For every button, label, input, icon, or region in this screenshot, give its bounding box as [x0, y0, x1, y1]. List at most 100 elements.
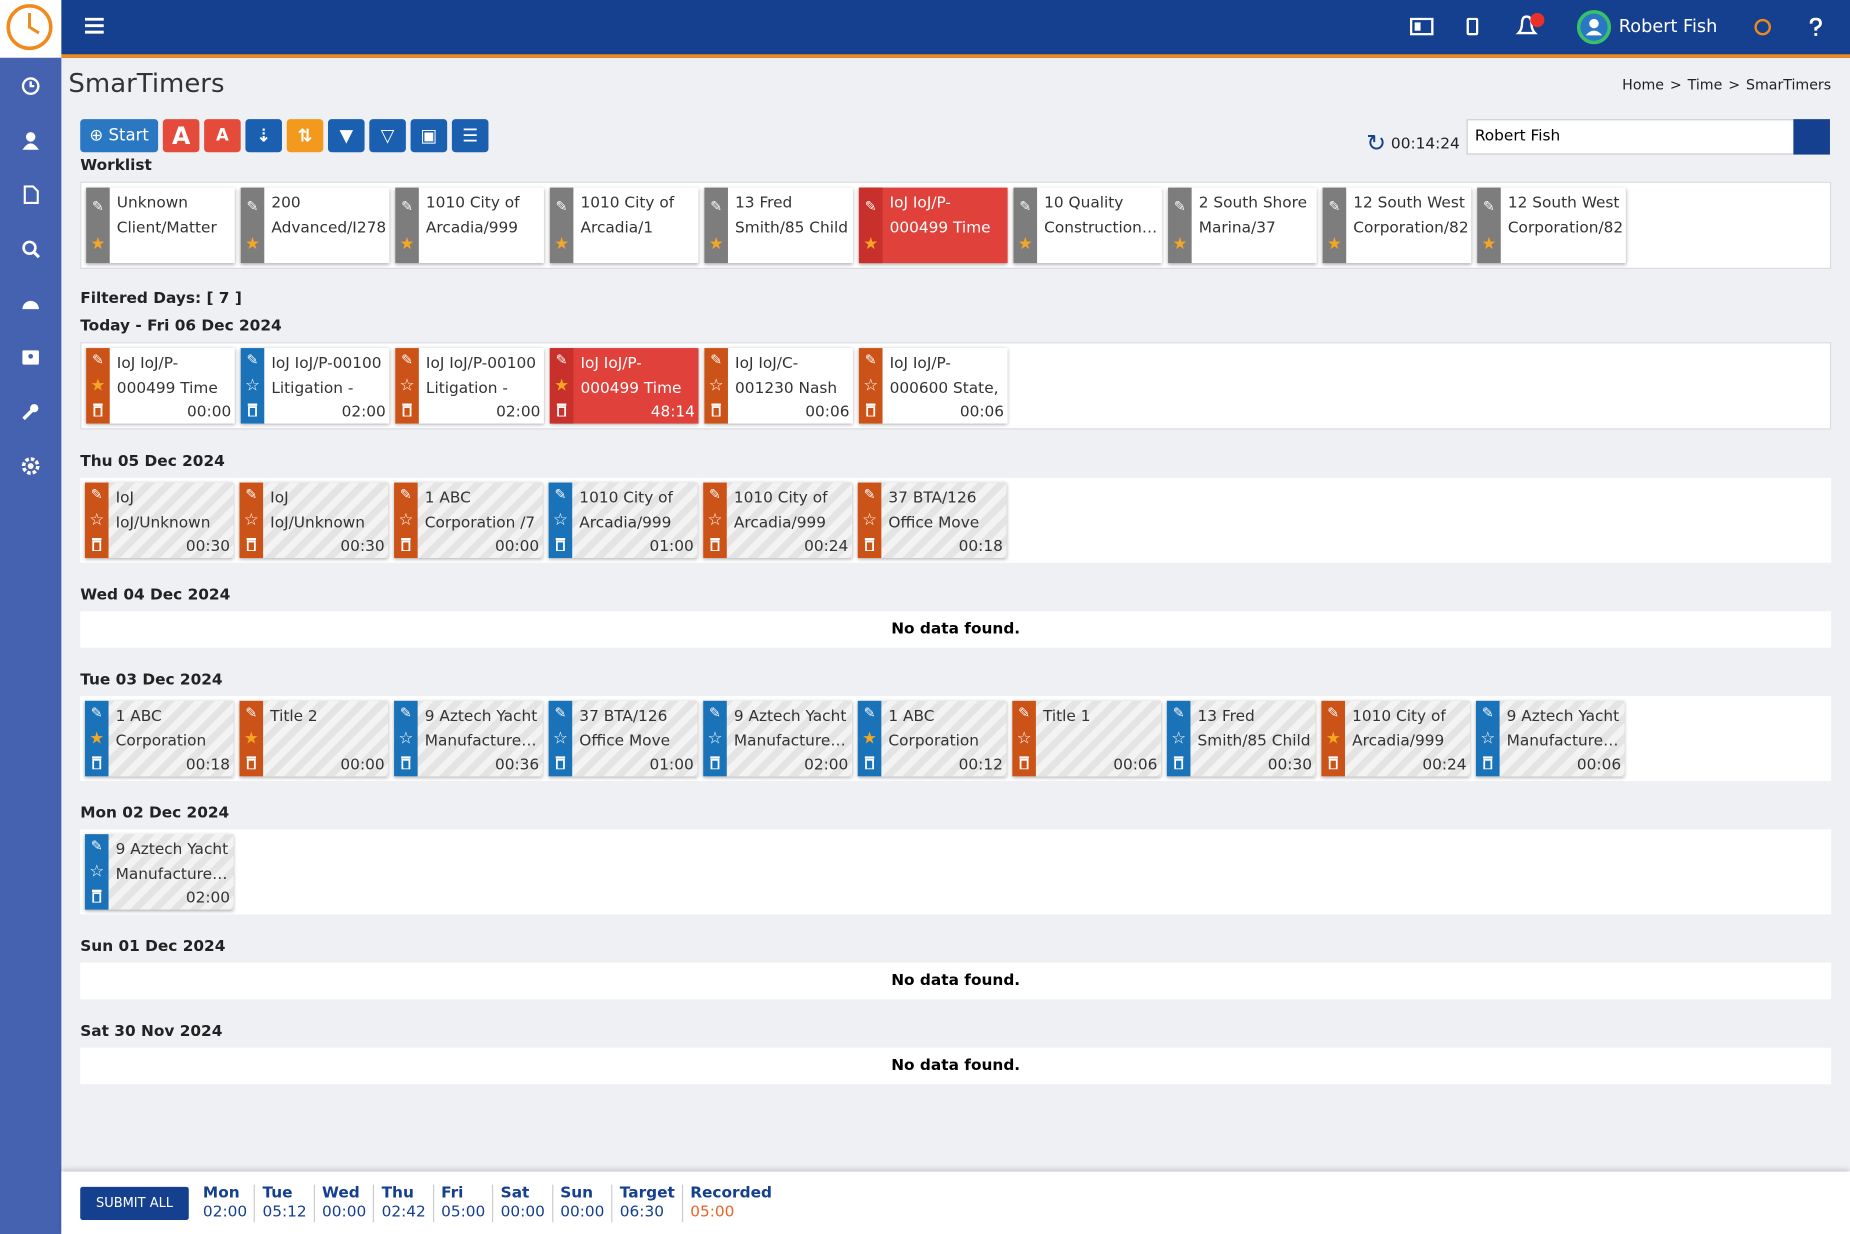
edit-icon[interactable]: ✎	[1328, 197, 1341, 215]
edit-icon[interactable]: ✎	[1481, 704, 1494, 722]
star-icon[interactable]: ☆	[1016, 729, 1032, 749]
delete-icon[interactable]	[864, 537, 876, 555]
briefcase-button[interactable]: ▣	[410, 119, 448, 153]
timer-card[interactable]: ✎ ★ 1010 City of Arcadia/1	[549, 187, 699, 264]
timer-card[interactable]: ✎ ☆ 1010 City of Arcadia/999 01:00	[548, 482, 698, 559]
delete-icon[interactable]	[555, 755, 567, 773]
timer-card[interactable]: ✎ ☆ IoJ IoJ/Unknown 00:30	[239, 482, 389, 559]
star-icon[interactable]: ☆	[707, 510, 723, 530]
delete-icon[interactable]	[245, 755, 257, 773]
delete-icon[interactable]	[556, 403, 568, 420]
nav-contacts[interactable]	[21, 348, 40, 367]
font-up-button[interactable]: A	[162, 119, 200, 153]
timer-card[interactable]: ✎ ☆ 1 ABC Corporation /7 00:00	[394, 482, 543, 559]
nav-settings[interactable]	[21, 457, 40, 476]
delete-icon[interactable]	[245, 537, 257, 555]
star-icon[interactable]: ★	[863, 234, 879, 254]
star-icon[interactable]: ★	[1326, 234, 1342, 254]
edit-icon[interactable]: ✎	[1172, 704, 1185, 722]
timer-card[interactable]: ✎ ★ IoJ IoJ/P-000499 Time	[858, 187, 1008, 264]
edit-icon[interactable]: ✎	[246, 197, 259, 215]
timer-card[interactable]: ✎ ☆ 1010 City of Arcadia/999 00:24	[703, 482, 852, 559]
star-icon[interactable]: ★	[90, 376, 106, 396]
timer-card[interactable]: ✎ ★ 12 South West Corporation/82	[1322, 187, 1472, 264]
star-icon[interactable]: ☆	[863, 376, 879, 396]
timer-card[interactable]: ✎ ☆ IoJ IoJ/Unknown 00:30	[84, 482, 234, 559]
list-button[interactable]: ☰	[451, 119, 489, 153]
star-icon[interactable]: ★	[243, 729, 259, 749]
timer-card[interactable]: ✎ ★ IoJ IoJ/P-000499 Time 00:00	[86, 348, 235, 424]
timer-card[interactable]: ✎ ★ 200 Advanced/I278	[240, 187, 390, 264]
edit-icon[interactable]: ✎	[1018, 704, 1031, 722]
star-icon[interactable]: ★	[90, 234, 106, 254]
clear-filter-button[interactable]: ▽	[369, 119, 406, 153]
edit-icon[interactable]: ✎	[90, 838, 103, 855]
help-icon[interactable]	[1809, 17, 1823, 37]
star-icon[interactable]: ☆	[89, 862, 105, 882]
edit-icon[interactable]: ✎	[245, 486, 258, 504]
nav-user[interactable]	[21, 131, 40, 150]
delete-icon[interactable]	[710, 403, 722, 420]
delete-icon[interactable]	[555, 537, 567, 555]
star-icon[interactable]: ★	[862, 729, 877, 749]
edit-icon[interactable]: ✎	[399, 486, 412, 504]
star-icon[interactable]: ☆	[1171, 729, 1187, 749]
star-icon[interactable]: ★	[399, 234, 415, 254]
news-icon[interactable]	[1409, 17, 1434, 36]
timer-card[interactable]: ✎ ★ Title 2 00:00	[239, 700, 389, 777]
delete-icon[interactable]	[247, 403, 259, 420]
breadcrumb-item[interactable]: Home	[1622, 76, 1664, 94]
timer-card[interactable]: ✎ ☆ 9 Aztech Yacht Manufacture… 02:00	[703, 700, 852, 777]
timer-card[interactable]: ✎ ☆ 9 Aztech Yacht Manufacture… 00:06	[1475, 700, 1625, 777]
edit-icon[interactable]: ✎	[401, 197, 413, 215]
nav-clock[interactable]	[21, 77, 40, 96]
nav-tools[interactable]	[21, 402, 40, 421]
edit-icon[interactable]: ✎	[1327, 704, 1340, 722]
delete-icon[interactable]	[1327, 755, 1339, 773]
delete-icon[interactable]	[91, 889, 103, 906]
delete-icon[interactable]	[864, 755, 876, 773]
user-name[interactable]: Robert Fish	[1618, 15, 1718, 37]
timer-card[interactable]: ✎ ☆ 9 Aztech Yacht Manufacture… 00:36	[394, 700, 543, 777]
edit-icon[interactable]: ✎	[554, 486, 567, 504]
timer-card[interactable]: ✎ ☆ 37 BTA/126 Office Move 01:00	[548, 700, 698, 777]
timer-card[interactable]: ✎ ★ 10 Quality Construction…	[1013, 187, 1163, 264]
edit-icon[interactable]: ✎	[91, 197, 104, 215]
timer-card[interactable]: ✎ ★ 13 Fred Smith/85 Child	[704, 187, 854, 264]
timer-card[interactable]: ✎ ★ Unknown Client/Matter	[86, 187, 235, 264]
star-icon[interactable]: ☆	[398, 510, 414, 530]
edit-icon[interactable]: ✎	[864, 197, 877, 215]
star-icon[interactable]: ★	[89, 729, 105, 749]
user-select[interactable]: Robert Fish	[1466, 119, 1830, 155]
timer-card[interactable]: ✎ ★ IoJ IoJ/P-000499 Time 48:14	[549, 348, 699, 424]
delete-icon[interactable]	[401, 403, 413, 420]
timer-card[interactable]: ✎ ★ 12 South West Corporation/82	[1477, 187, 1626, 264]
sort-az-button[interactable]: ⇅	[286, 119, 324, 153]
delete-icon[interactable]	[400, 755, 412, 773]
star-icon[interactable]: ☆	[553, 729, 568, 749]
edit-icon[interactable]: ✎	[554, 704, 567, 722]
edit-icon[interactable]: ✎	[90, 704, 103, 722]
star-icon[interactable]: ☆	[245, 376, 260, 396]
timer-card[interactable]: ✎ ★ 1010 City of Arcadia/999 00:24	[1321, 700, 1471, 777]
star-icon[interactable]: ★	[1017, 234, 1033, 254]
bell-icon[interactable]	[1514, 12, 1549, 40]
timer-card[interactable]: ✎ ★ 1010 City of Arcadia/999	[395, 187, 544, 264]
delete-icon[interactable]	[91, 537, 103, 555]
star-icon[interactable]: ★	[554, 234, 570, 254]
edit-icon[interactable]: ✎	[1019, 197, 1032, 215]
menu-icon[interactable]	[84, 17, 104, 35]
edit-icon[interactable]: ✎	[863, 486, 876, 504]
star-icon[interactable]: ★	[1481, 234, 1497, 254]
star-icon[interactable]: ☆	[1480, 729, 1496, 749]
start-button[interactable]: ⊕ Start	[80, 119, 159, 153]
edit-icon[interactable]: ✎	[710, 351, 723, 369]
edit-icon[interactable]: ✎	[555, 197, 568, 215]
timer-card[interactable]: ✎ ☆ 37 BTA/126 Office Move 00:18	[857, 482, 1007, 559]
star-icon[interactable]: ☆	[708, 376, 724, 396]
star-icon[interactable]: ★	[708, 234, 724, 254]
edit-icon[interactable]: ✎	[864, 351, 877, 369]
edit-icon[interactable]: ✎	[710, 197, 723, 215]
timer-card[interactable]: ✎ ★ 1 ABC Corporation 00:18	[84, 700, 234, 777]
nav-pdf[interactable]	[21, 185, 40, 204]
